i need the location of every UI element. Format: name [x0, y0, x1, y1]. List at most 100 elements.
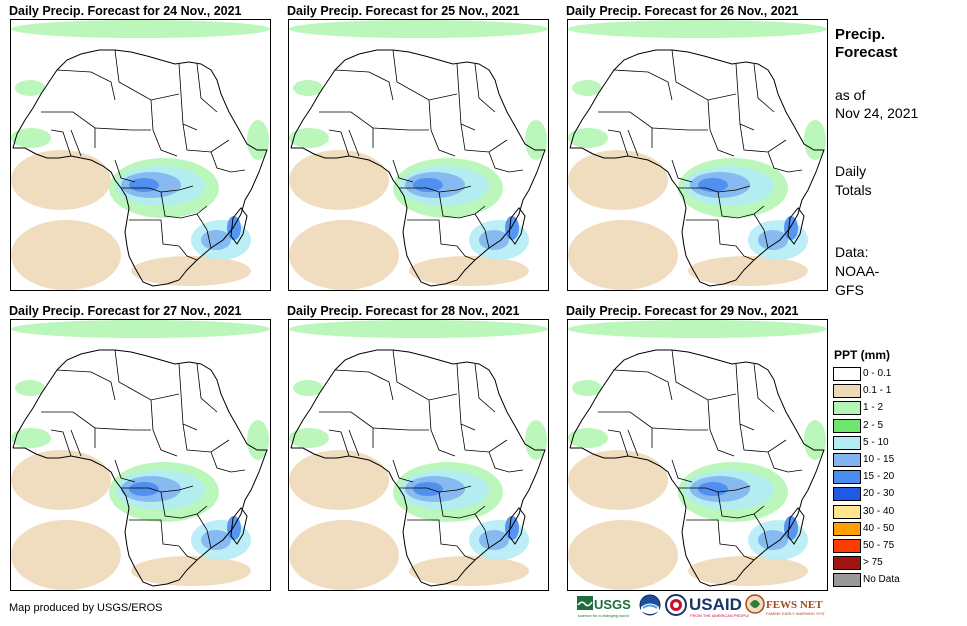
legend-label: 30 - 40: [863, 505, 895, 517]
country-border: [196, 213, 212, 249]
madagascar-outline: [787, 207, 805, 245]
legend-label: 1 - 2: [863, 402, 884, 414]
precip-area: [409, 256, 529, 286]
madagascar-outline: [230, 207, 248, 245]
country-border: [767, 151, 803, 173]
precip-area: [129, 482, 159, 496]
legend-label: 0 - 0.1: [863, 368, 892, 379]
precip-area: [698, 178, 728, 192]
usaid-logo: USAID FROM THE AMERICAN PEOPLE: [689, 595, 749, 618]
country-border: [598, 411, 653, 448]
precip-area: [698, 482, 728, 496]
country-border: [328, 129, 350, 157]
usgs-logo: USGS science for a changing world: [577, 596, 631, 618]
precip-area: [568, 220, 678, 290]
country-border: [114, 159, 136, 183]
precip-area: [131, 556, 251, 586]
svg-text:USGS: USGS: [594, 597, 631, 612]
country-border: [671, 459, 693, 483]
legend-label: 20 - 30: [863, 488, 895, 500]
country-border: [707, 99, 735, 157]
precip-area: [11, 428, 51, 448]
country-border: [348, 429, 360, 457]
country-border: [753, 513, 769, 549]
legend-label: 0.1 - 1: [863, 385, 892, 397]
legend-swatch: [833, 504, 861, 519]
data-source-label: Data:: [835, 244, 869, 260]
country-border: [334, 369, 394, 401]
precip-area: [289, 320, 548, 338]
precip-area: [11, 520, 121, 590]
country-border: [328, 429, 350, 457]
country-border: [686, 219, 737, 247]
madagascar-outline: [508, 507, 526, 545]
precip-area: [758, 530, 788, 550]
legend-label: 2 - 5: [863, 419, 884, 431]
country-border: [456, 545, 476, 561]
coastline: [290, 49, 546, 287]
precip-area: [505, 216, 519, 240]
map-canvas: [568, 320, 827, 590]
country-border: [488, 151, 524, 173]
country-border: [407, 519, 458, 547]
country-border: [392, 349, 458, 401]
noaa-logo: [639, 594, 661, 616]
country-border: [334, 69, 394, 101]
legend-swatch: [833, 470, 861, 485]
precip-area: [479, 530, 509, 550]
precip-area: [227, 216, 241, 240]
madagascar-outline: [508, 207, 526, 245]
coastline: [569, 349, 825, 587]
country-border: [456, 63, 476, 131]
map-canvas: [289, 320, 548, 590]
precip-area: [413, 482, 443, 496]
country-border: [488, 451, 524, 473]
country-border: [753, 63, 775, 113]
precip-area: [758, 230, 788, 250]
country-border: [613, 69, 673, 101]
country-border: [50, 429, 72, 457]
country-border: [767, 451, 803, 473]
forecast-map-6: [567, 319, 828, 591]
country-border: [178, 545, 198, 561]
svg-text:FEWS NET: FEWS NET: [766, 599, 823, 611]
country-border: [753, 363, 775, 413]
data-source-line3: GFS: [835, 282, 864, 298]
precip-area: [784, 516, 798, 540]
country-border: [114, 459, 136, 483]
svg-text:FROM THE AMERICAN PEOPLE: FROM THE AMERICAN PEOPLE: [690, 613, 749, 618]
precip-area: [293, 80, 323, 96]
country-border: [210, 151, 246, 173]
country-border: [627, 429, 639, 457]
precip-area: [289, 450, 389, 510]
forecast-map-5: [288, 319, 549, 591]
country-border: [178, 245, 198, 261]
country-border: [735, 245, 755, 261]
precip-area: [289, 150, 389, 210]
precip-area: [11, 450, 111, 510]
country-border: [196, 513, 212, 549]
country-border: [41, 111, 96, 148]
country-border: [460, 123, 508, 153]
country-border: [41, 411, 96, 448]
precip-area: [568, 20, 827, 38]
coastline: [12, 349, 268, 587]
sidebar-title-line1: Precip.: [835, 26, 886, 43]
country-border: [129, 219, 180, 247]
precip-area: [409, 556, 529, 586]
forecast-map-2: [288, 19, 549, 291]
map-canvas: [11, 20, 270, 290]
country-border: [717, 491, 765, 519]
precip-area: [413, 178, 443, 192]
usaid-seal-icon: [665, 594, 687, 616]
legend-label: 10 - 15: [863, 454, 895, 465]
country-border: [150, 399, 178, 457]
country-border: [686, 519, 737, 547]
country-border: [753, 213, 769, 249]
panel-title-2: Daily Precip. Forecast for 25 Nov., 2021: [287, 4, 520, 18]
precip-area: [289, 520, 399, 590]
legend-label: 40 - 50: [863, 522, 895, 534]
country-border: [407, 219, 458, 247]
country-border: [114, 49, 180, 101]
svg-text:science for a changing world: science for a changing world: [578, 613, 629, 618]
